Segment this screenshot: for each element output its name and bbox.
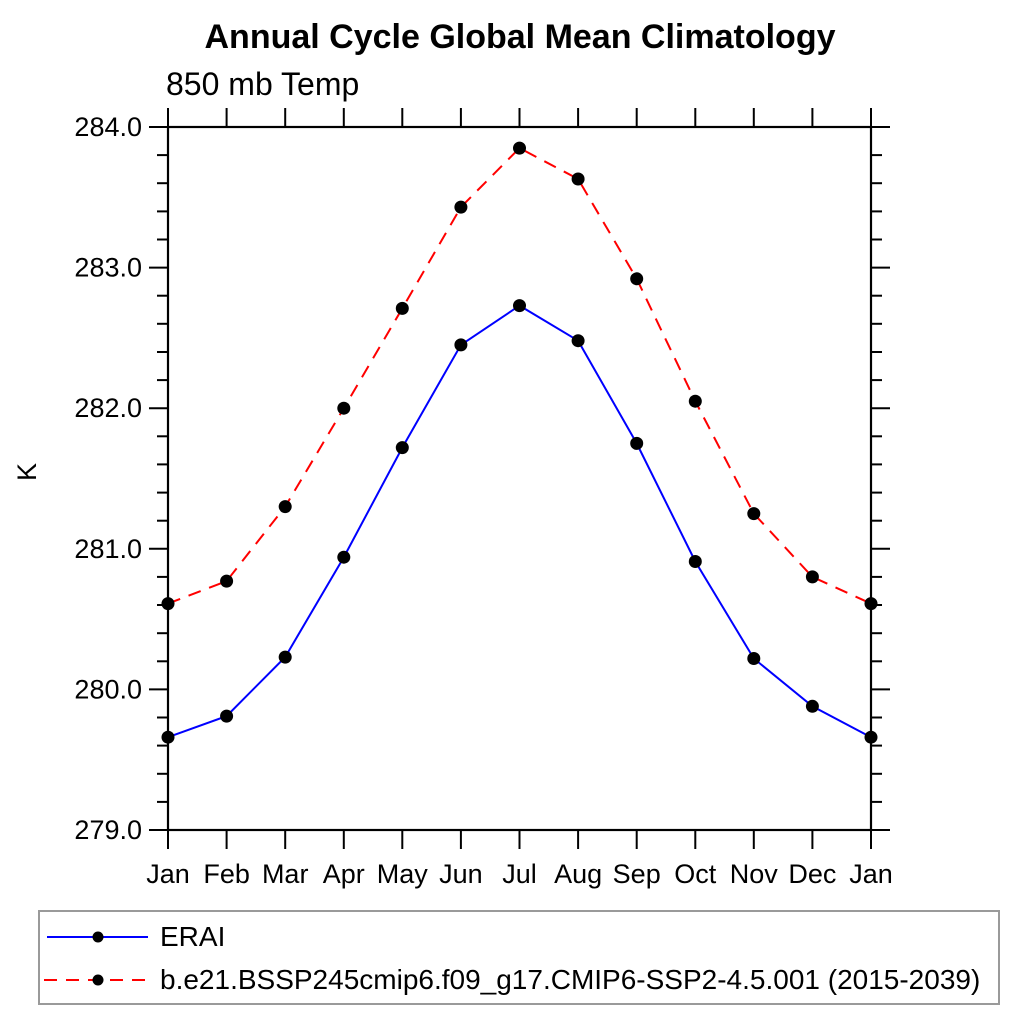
x-tick-label: Apr bbox=[323, 859, 365, 889]
data-point-marker bbox=[220, 574, 234, 588]
x-tick-label: Oct bbox=[674, 859, 717, 889]
x-tick-label: Jun bbox=[439, 859, 483, 889]
legend-label-erai: ERAI bbox=[160, 920, 226, 952]
legend: ERAI b.e21.BSSP245cmip6.f09_g17.CMIP6-SS… bbox=[38, 910, 1000, 1005]
chart-title: Annual Cycle Global Mean Climatology bbox=[204, 18, 836, 56]
data-point-marker bbox=[805, 699, 819, 713]
data-point-marker bbox=[220, 709, 234, 723]
x-tick-label: Jan bbox=[146, 859, 190, 889]
legend-line-sample-dashed bbox=[44, 974, 148, 985]
x-tick-label: Sep bbox=[613, 859, 661, 889]
x-tick-label: Aug bbox=[554, 859, 602, 889]
data-point-marker bbox=[395, 301, 409, 315]
y-tick-label: 280.0 bbox=[74, 674, 142, 704]
data-point-marker bbox=[337, 401, 351, 415]
plot-border bbox=[166, 125, 873, 832]
series-line-model bbox=[167, 146, 872, 605]
legend-marker-icon bbox=[92, 931, 104, 942]
x-tick-label: Nov bbox=[730, 859, 779, 889]
x-tick-label: Dec bbox=[788, 859, 836, 889]
data-point-marker bbox=[278, 650, 292, 664]
y-axis-label: K bbox=[12, 463, 42, 481]
y-tick-label: 283.0 bbox=[74, 253, 142, 283]
data-point-marker bbox=[513, 299, 526, 313]
y-tick-label: 279.0 bbox=[74, 815, 142, 845]
legend-marker-icon bbox=[92, 974, 104, 985]
data-point-marker bbox=[161, 597, 175, 611]
data-point-marker bbox=[395, 441, 409, 455]
data-point-marker bbox=[571, 334, 585, 348]
data-point-marker bbox=[630, 436, 644, 450]
data-point-marker bbox=[864, 730, 878, 744]
x-tick-label: Jul bbox=[502, 859, 537, 889]
data-point-marker bbox=[337, 550, 351, 564]
chart-subtitle: 850 mb Temp bbox=[166, 66, 360, 102]
data-point-marker bbox=[454, 200, 468, 214]
legend-label-model: b.e21.BSSP245cmip6.f09_g17.CMIP6-SSP2-4.… bbox=[160, 963, 981, 995]
data-point-marker bbox=[278, 500, 292, 514]
y-tick-label: 284.0 bbox=[74, 112, 142, 142]
legend-item-erai: ERAI bbox=[40, 915, 998, 958]
x-tick-label: Mar bbox=[262, 859, 309, 889]
data-point-marker bbox=[630, 272, 644, 286]
y-tick-label: 281.0 bbox=[74, 534, 142, 564]
x-tick-label: Jan bbox=[849, 859, 893, 889]
legend-line-sample-solid bbox=[47, 931, 148, 942]
data-point-marker bbox=[747, 507, 761, 521]
data-point-marker bbox=[747, 652, 761, 665]
data-point-marker bbox=[688, 394, 702, 408]
data-point-marker bbox=[161, 730, 175, 744]
data-point-marker bbox=[688, 555, 702, 568]
data-point-marker bbox=[513, 141, 526, 155]
x-tick-label: May bbox=[377, 859, 429, 889]
data-point-marker bbox=[571, 172, 585, 186]
y-tick-label: 282.0 bbox=[74, 393, 142, 423]
data-point-marker bbox=[454, 338, 468, 352]
data-point-marker bbox=[864, 597, 878, 611]
legend-item-model: b.e21.BSSP245cmip6.f09_g17.CMIP6-SSP2-4.… bbox=[40, 958, 998, 1001]
x-tick-label: Feb bbox=[203, 859, 250, 889]
data-point-marker bbox=[805, 570, 819, 584]
